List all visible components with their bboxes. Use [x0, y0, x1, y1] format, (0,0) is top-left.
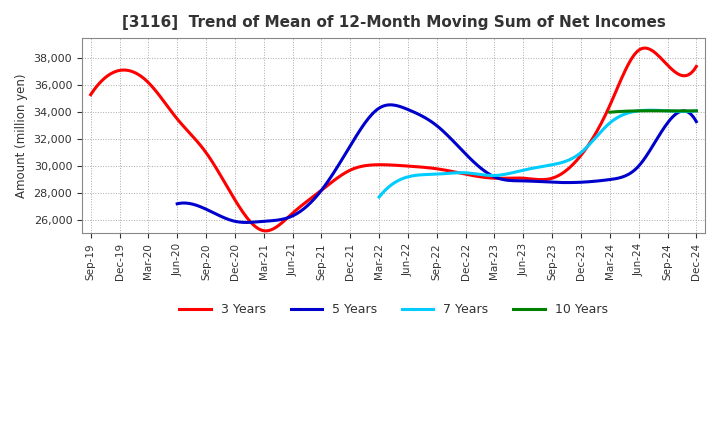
Legend: 3 Years, 5 Years, 7 Years, 10 Years: 3 Years, 5 Years, 7 Years, 10 Years — [174, 298, 613, 321]
Title: [3116]  Trend of Mean of 12-Month Moving Sum of Net Incomes: [3116] Trend of Mean of 12-Month Moving … — [122, 15, 665, 30]
Y-axis label: Amount (million yen): Amount (million yen) — [15, 73, 28, 198]
